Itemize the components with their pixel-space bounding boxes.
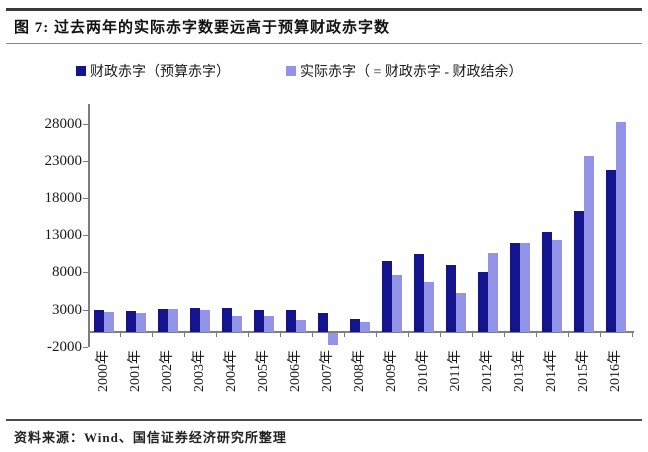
bar-actual-2002	[168, 308, 178, 332]
bar-budget-2004	[222, 308, 232, 332]
x-tick-label: 2001年	[128, 350, 143, 392]
y-axis-line	[88, 104, 90, 347]
x-axis-tick	[408, 333, 409, 337]
bar-actual-2004	[232, 316, 242, 332]
x-tick-label: 2014年	[544, 350, 559, 392]
y-axis-tick	[83, 160, 88, 162]
bar-actual-2010	[424, 282, 434, 332]
x-axis-tick	[504, 333, 505, 337]
bar-budget-2010	[414, 253, 424, 332]
budget-deficit-swatch-icon	[76, 66, 86, 76]
bar-actual-2003	[200, 310, 210, 332]
chart-legend: 财政赤字（预算赤字） 实际赤字（ = 财政赤字 - 财政结余）	[76, 62, 636, 80]
x-axis-tick	[600, 333, 601, 337]
legend-item-actual-deficit: 实际赤字（ = 财政赤字 - 财政结余）	[286, 62, 523, 80]
x-axis-tick	[280, 333, 281, 337]
bar-actual-2011	[456, 292, 466, 332]
y-tick-label: 8000	[52, 264, 82, 281]
x-axis-tick	[152, 333, 153, 337]
x-axis-tick	[88, 333, 89, 337]
x-axis-tick	[248, 333, 249, 337]
x-axis-tick	[472, 333, 473, 337]
x-tick-label: 2011年	[448, 350, 463, 392]
bar-actual-2006	[296, 320, 306, 332]
x-tick-label: 2013年	[512, 350, 527, 392]
y-axis-tick	[83, 309, 88, 311]
bar-budget-2014	[542, 231, 552, 332]
bar-actual-2009	[392, 275, 402, 332]
x-tick-label: 2003年	[192, 350, 207, 392]
x-tick-label: 2000年	[96, 350, 111, 392]
x-axis-tick	[536, 333, 537, 337]
bar-budget-2011	[446, 265, 456, 332]
y-tick-label: 3000	[52, 301, 82, 318]
x-axis-tick	[216, 333, 217, 337]
bar-budget-2005	[254, 309, 264, 332]
x-tick-label: 2006年	[288, 350, 303, 392]
bar-actual-2014	[552, 240, 562, 332]
footer-divider	[6, 419, 642, 421]
x-tick-label: 2004年	[224, 350, 239, 392]
bar-actual-2001	[136, 312, 146, 332]
x-axis-tick	[184, 333, 185, 337]
x-axis-tick	[312, 333, 313, 337]
y-tick-label: 28000	[44, 115, 83, 132]
x-tick-label: 2002年	[160, 350, 175, 392]
legend-label-actual-deficit: 实际赤字（ = 财政赤字 - 财政结余）	[300, 65, 523, 80]
data-source-note: 资料来源：Wind、国信证券经济研究所整理	[14, 430, 287, 445]
bar-actual-2015	[584, 156, 594, 332]
bar-budget-2008	[350, 318, 360, 332]
legend-label-budget-deficit: 财政赤字（预算赤字）	[90, 65, 230, 80]
y-axis-tick	[83, 346, 88, 348]
bar-budget-2002	[158, 308, 168, 332]
x-axis-line	[88, 331, 634, 333]
bar-actual-2013	[520, 242, 530, 332]
y-axis-tick	[83, 123, 88, 125]
x-tick-label: 2015年	[576, 350, 591, 392]
x-tick-label: 2009年	[384, 350, 399, 392]
figure-title: 图 7: 过去两年的实际赤字数要远高于预算财政赤字数	[14, 20, 390, 36]
bar-actual-2008	[360, 322, 370, 332]
x-axis-tick	[632, 333, 633, 337]
bar-budget-2000	[94, 310, 104, 332]
bar-actual-2007	[328, 333, 338, 345]
x-tick-label: 2007年	[320, 350, 335, 392]
bar-budget-2015	[574, 211, 584, 332]
title-divider	[6, 43, 642, 44]
x-axis-tick	[440, 333, 441, 337]
x-axis-tick	[344, 333, 345, 337]
legend-item-budget-deficit: 财政赤字（预算赤字）	[76, 62, 230, 80]
bar-actual-2016	[616, 122, 626, 332]
x-axis-tick	[568, 333, 569, 337]
bar-budget-2016	[606, 169, 616, 332]
bar-budget-2007	[318, 312, 328, 332]
y-axis-tick	[83, 272, 88, 274]
y-tick-label: 18000	[44, 190, 83, 207]
bar-budget-2006	[286, 309, 296, 332]
x-tick-label: 2005年	[256, 350, 271, 392]
figure-top-border	[6, 8, 642, 11]
bar-budget-2001	[126, 311, 136, 332]
actual-deficit-swatch-icon	[286, 66, 296, 76]
x-axis-tick	[376, 333, 377, 337]
x-axis-tick	[120, 333, 121, 337]
bar-budget-2013	[510, 242, 520, 332]
bar-actual-2000	[104, 311, 114, 332]
bar-actual-2012	[488, 253, 498, 332]
x-tick-label: 2012年	[480, 350, 495, 392]
bar-budget-2009	[382, 261, 392, 332]
bar-budget-2003	[190, 308, 200, 332]
bar-actual-2005	[264, 315, 274, 332]
y-axis-tick	[83, 198, 88, 200]
y-tick-label: -2000	[47, 338, 82, 355]
x-tick-label: 2016年	[608, 350, 623, 392]
y-tick-label: 23000	[44, 152, 83, 169]
x-tick-label: 2008年	[352, 350, 367, 392]
x-tick-label: 2010年	[416, 350, 431, 392]
y-axis-tick	[83, 235, 88, 237]
bar-budget-2012	[478, 272, 488, 332]
y-tick-label: 13000	[44, 227, 83, 244]
